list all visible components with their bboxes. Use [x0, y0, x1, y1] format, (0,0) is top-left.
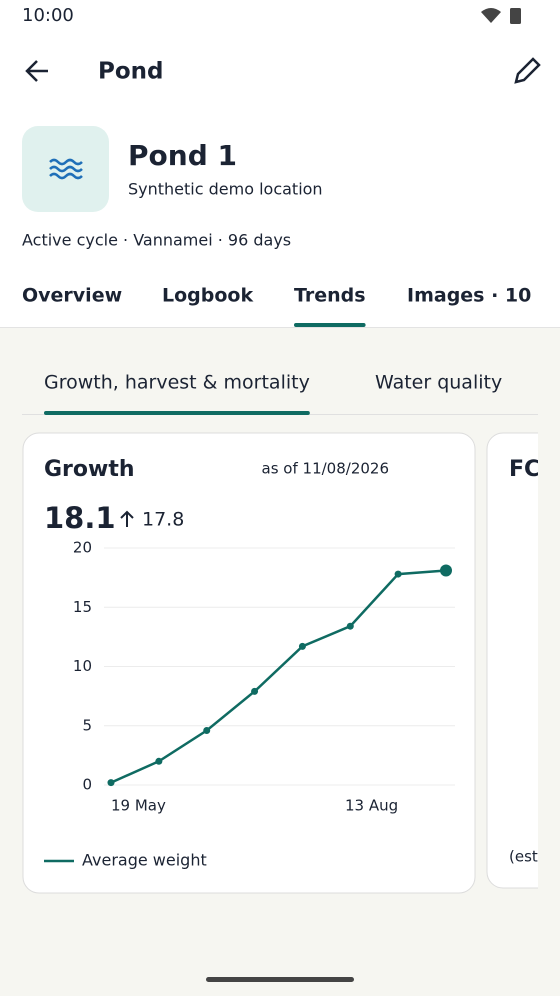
water-icon: [49, 158, 83, 180]
pond-name: Pond 1: [128, 139, 237, 172]
tab[interactable]: Logbook: [162, 285, 253, 307]
series-line: [110, 569, 447, 784]
subtab[interactable]: Growth, harvest & mortality: [44, 372, 310, 394]
home-indicator: [206, 977, 354, 982]
data-point: [394, 570, 402, 578]
subtab-indicator: [44, 411, 310, 415]
data-point: [298, 642, 306, 650]
back-button[interactable]: [25, 60, 48, 82]
app-title: Pond: [98, 59, 164, 85]
data-point: [346, 622, 354, 630]
next-card: FC (est: [486, 432, 540, 889]
card-title: Growth: [44, 457, 135, 482]
wifi-icon: [481, 8, 501, 23]
y-tick-label: 15: [73, 598, 92, 616]
next-card-title: FC: [509, 457, 540, 482]
latest-value: 18.1: [44, 501, 116, 535]
data-point: [251, 687, 259, 695]
x-tick-label: 19 May: [111, 797, 166, 815]
tab[interactable]: Trends: [294, 285, 366, 307]
data-point: [203, 726, 211, 734]
up-arrow: [120, 510, 134, 527]
legend-label: Average weight: [82, 851, 207, 870]
y-tick-label: 5: [82, 716, 92, 734]
status-time: 10:00: [22, 5, 74, 26]
y-tick-label: 20: [73, 539, 92, 557]
data-point: [107, 779, 115, 787]
pond-subtitle: Synthetic demo location: [128, 180, 323, 199]
previous-value: 17.8: [142, 509, 184, 531]
y-tick-label: 10: [73, 657, 92, 675]
battery-icon: [510, 8, 521, 24]
edit-button[interactable]: [514, 57, 541, 84]
card-date: as of 11/08/2026: [262, 460, 389, 478]
data-point: [440, 564, 452, 577]
tab-indicator: [294, 323, 366, 327]
pond-meta: Active cycle · Vannamei · 96 days: [22, 231, 291, 250]
next-card-bg: [486, 432, 538, 889]
tab[interactable]: Images · 10: [407, 285, 531, 307]
x-tick-label: 13 Aug: [345, 797, 398, 815]
y-tick-label: 0: [82, 776, 92, 794]
subtab[interactable]: Water quality: [375, 372, 502, 394]
next-card-note: (est: [509, 848, 538, 866]
tab[interactable]: Overview: [22, 285, 122, 307]
data-point: [155, 757, 163, 765]
